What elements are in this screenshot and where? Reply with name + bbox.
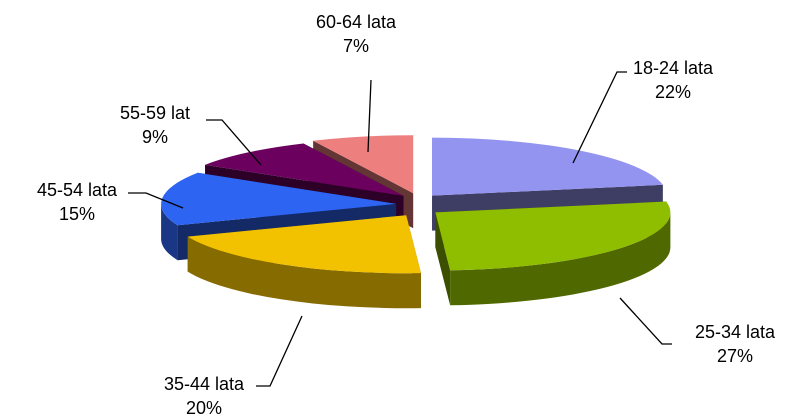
data-labels: 18-24 lata 22% 25-34 lata 27% 35-44 lata 20% 4… — [37, 12, 776, 416]
slice-percent: 7% — [343, 36, 369, 56]
pie-slice-top — [187, 215, 421, 274]
pie-slice-side — [187, 236, 421, 309]
pie-slice-top — [161, 172, 397, 226]
pie-slice-top — [432, 137, 663, 196]
slice-label: 60-64 lata — [316, 12, 397, 32]
pie-slice-top — [205, 143, 404, 196]
pie-slice-top — [313, 135, 414, 194]
leader-line — [572, 71, 627, 164]
slice-percent: 9% — [142, 127, 168, 147]
slice-percent: 22% — [655, 82, 691, 102]
pie-slices — [161, 135, 671, 309]
leader-line — [206, 119, 262, 166]
pie-slice-top — [435, 201, 671, 271]
leader-line — [367, 79, 372, 153]
pie-slice-side — [450, 212, 671, 306]
slice-label: 18-24 lata — [633, 58, 714, 78]
slice-percent: 27% — [717, 346, 753, 366]
pie-slice — [435, 201, 671, 306]
pie-slice-side — [161, 203, 178, 261]
slice-label: 35-44 lata — [164, 374, 245, 394]
pie-slice — [187, 215, 421, 309]
leader-line — [256, 315, 303, 387]
slice-label: 45-54 lata — [37, 180, 118, 200]
slice-percent: 15% — [59, 204, 95, 224]
leader-line — [619, 297, 672, 345]
leader-line — [128, 192, 184, 209]
slice-percent: 20% — [186, 398, 222, 416]
slice-label: 55-59 lat — [120, 103, 190, 123]
pie-slice-wall — [435, 212, 451, 306]
label-leader-lines — [128, 71, 672, 387]
slice-label: 25-34 lata — [695, 322, 776, 342]
